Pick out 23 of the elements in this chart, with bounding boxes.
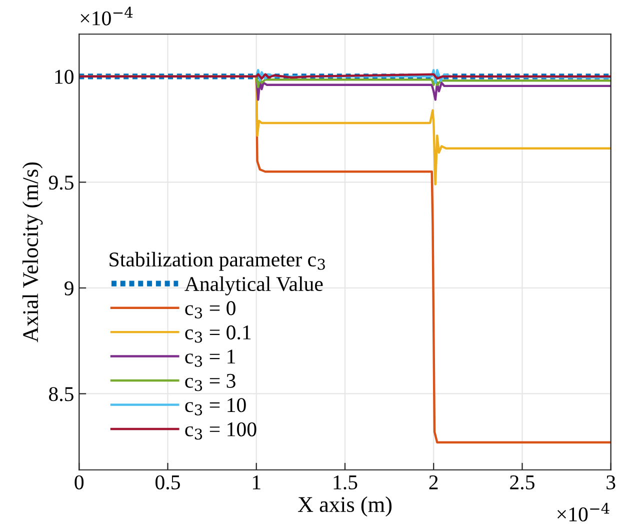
legend-label: c$_{3}$ = 10 <box>185 398 246 416</box>
x-axis-title: X axis (m) <box>298 496 392 517</box>
legend-label: c$_{3}$ = 0 <box>185 301 236 318</box>
legend-label: Analytical Value <box>184 276 323 296</box>
x-tick-label: 1.5 <box>334 475 358 490</box>
x-tick-label: 0.5 <box>156 475 180 490</box>
text: ×10$^{−4}$ <box>557 502 610 522</box>
legend-label: c$_{3}$ = 1 <box>185 350 235 367</box>
legend-label: c$_{3}$ = 100 <box>185 422 256 440</box>
text: ×10$^{−4}$ <box>80 6 133 26</box>
y-tick-label: 8.5 <box>49 387 74 402</box>
legend-label: c$_{3}$ = 3 <box>185 374 236 392</box>
legend-title: Stabilization parameter c$_{3}$ <box>110 252 325 271</box>
y-tick-label: 9.5 <box>48 176 74 190</box>
x-tick-label: 2.5 <box>510 475 534 490</box>
y-axis-title: Axial Velocity (m/s) <box>22 162 43 342</box>
y-tick-label: 10 <box>55 70 74 84</box>
x-tick-label: 1 <box>252 475 260 490</box>
y-tick-label: 9 <box>64 281 74 296</box>
x-tick-label: 0 <box>74 475 84 490</box>
x-tick-label: 3 <box>606 475 616 490</box>
legend-label: c$_{3}$ = 0.1 <box>185 325 251 343</box>
x-tick-label: 2 <box>429 475 438 490</box>
